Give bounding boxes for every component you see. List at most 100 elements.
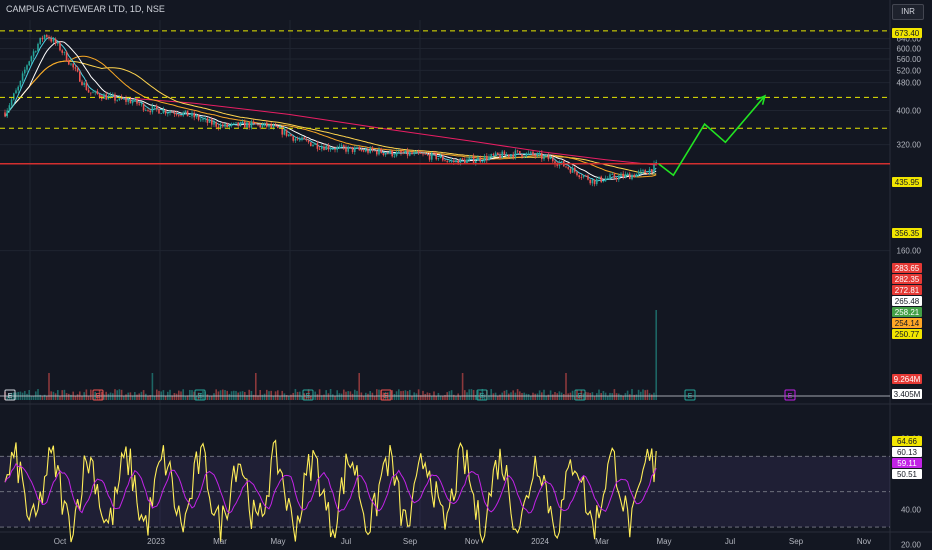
earnings-marker-label: E [480, 393, 485, 400]
candle-body [376, 150, 378, 155]
candle-body [426, 154, 429, 155]
candle-body [516, 150, 519, 152]
candle-body [191, 112, 193, 117]
candle-body [246, 122, 248, 128]
volume-bar [147, 395, 149, 400]
price-tag-label: 673.40 [895, 29, 920, 38]
candle-body [151, 106, 154, 113]
candle-body [274, 125, 277, 127]
volume-bar [512, 390, 514, 400]
currency-button[interactable]: INR [892, 4, 924, 20]
candle-body [631, 174, 633, 180]
candle-body [116, 99, 118, 101]
candle-body [637, 171, 640, 174]
candle-body [488, 156, 490, 161]
volume-bar [329, 389, 332, 400]
volume-bar [208, 395, 211, 400]
candle-body [569, 168, 572, 173]
price-tag [892, 274, 922, 284]
volume-bar [270, 390, 272, 400]
candle-body [87, 90, 90, 93]
volume-bar [565, 373, 567, 400]
volume-bar [178, 390, 180, 400]
candle-body [294, 138, 297, 141]
price-tag-label: 282.35 [895, 275, 920, 284]
volume-bar [246, 395, 248, 400]
rsi-tag [892, 458, 922, 468]
candle-body [292, 136, 294, 141]
candle-body [184, 110, 187, 113]
candle-body [169, 111, 171, 113]
candle-body [435, 153, 437, 160]
candle-body [74, 67, 77, 69]
price-tag [892, 263, 922, 273]
candle-body [534, 154, 536, 157]
candle-body [6, 110, 8, 117]
volume-bar [191, 390, 193, 400]
volume-bar [437, 392, 440, 400]
candle-body [461, 158, 464, 160]
volume-bar [90, 389, 92, 400]
volume-bar [629, 394, 631, 400]
volume-bar [125, 394, 127, 400]
volume-bar [648, 393, 651, 400]
volume-bar [81, 395, 83, 400]
volume-bar [475, 394, 477, 400]
volume-bar [571, 390, 574, 400]
candle-body [378, 148, 380, 155]
volume-bar [613, 389, 616, 400]
volume-bar [283, 393, 286, 400]
candle-body [15, 90, 17, 94]
volume-bar [549, 390, 552, 400]
price-tag [892, 329, 922, 339]
candle-body [514, 150, 517, 158]
volume-bar [233, 390, 235, 400]
rsi-line [4, 439, 657, 544]
volume-bar [65, 393, 68, 400]
volume-bar [547, 394, 550, 400]
volume-bar [26, 393, 28, 400]
candle-body [228, 125, 231, 127]
candle-body [578, 175, 580, 178]
price-tag-label: 435.95 [895, 178, 920, 187]
candle-body [453, 160, 455, 162]
candle-body [263, 122, 266, 125]
candle-body [466, 159, 468, 164]
volume-bar [609, 392, 611, 400]
volume-bar [499, 394, 501, 400]
volume-bar [138, 393, 140, 400]
volume-bar [477, 390, 479, 400]
volume-bar [307, 389, 310, 400]
candle-body [371, 147, 374, 151]
volume-bar [189, 389, 191, 400]
volume-bar [149, 395, 151, 400]
candle-body [400, 150, 402, 153]
volume-bar [534, 393, 536, 400]
volume-bar [59, 396, 61, 400]
volume-bar [424, 394, 426, 400]
candle-body [538, 152, 541, 154]
candle-body [455, 160, 457, 162]
price-tick-label: 400.00 [897, 107, 922, 116]
candle-body [325, 145, 327, 150]
volume-tag-label: 9.264M [894, 375, 921, 384]
volume-bar [536, 393, 539, 400]
candle-body [92, 92, 94, 94]
volume-bar [290, 394, 292, 400]
volume-bar [323, 394, 325, 400]
volume-bar [422, 390, 424, 400]
candle-body [131, 101, 134, 104]
candle-body [255, 122, 257, 125]
candle-body [272, 125, 275, 128]
rsi-ma-line [4, 462, 657, 514]
volume-bar [505, 389, 508, 400]
candle-body [642, 169, 644, 171]
candle-body [591, 179, 594, 184]
candle-body [646, 173, 649, 175]
volume-bar [503, 390, 506, 400]
volume-bar [336, 390, 338, 400]
volume-bar [545, 395, 547, 400]
candle-body [351, 147, 354, 153]
volume-bar [158, 390, 160, 400]
